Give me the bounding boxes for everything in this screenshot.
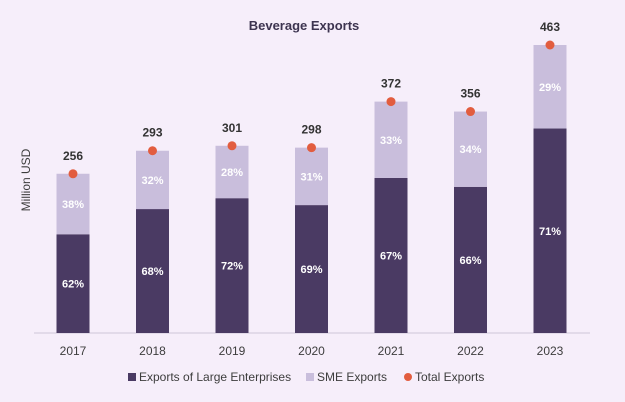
bar-sme-2019 [215,145,249,199]
total-label-2018: 293 [142,126,162,140]
bar-sme-2018 [136,150,169,210]
bar-large-2020 [295,205,328,333]
label-sme-2022: 34% [459,144,481,156]
total-marker-2020 [307,143,316,153]
y-axis-label: Million USD [19,148,33,211]
legend-total-label: Total Exports [415,370,484,384]
legend-sme-swatch [306,373,314,381]
bar-large-2022 [454,186,487,333]
total-label-2022: 356 [460,87,480,101]
bar-sme-2021 [374,101,408,178]
bar-large-2019 [215,198,249,333]
total-label-2019: 301 [222,121,242,135]
bar-sme-2020 [295,147,328,206]
bar-large-2018 [136,209,169,333]
x-tick-2021: 2021 [378,344,405,358]
legend-total-swatch [404,373,412,381]
x-tick-2017: 2017 [60,344,87,358]
x-tick-2019: 2019 [219,344,246,358]
bar-sme-2023 [533,45,567,129]
total-marker-2017 [68,169,78,179]
legend-large-swatch [128,373,136,381]
label-sme-2020: 31% [300,171,322,183]
label-sme-2023: 29% [539,82,561,94]
bar-sme-2022 [454,111,487,187]
total-label-2020: 298 [301,123,321,137]
total-label-2021: 372 [381,77,401,91]
total-label-2023: 463 [540,20,560,34]
total-label-2017: 256 [63,149,83,163]
label-sme-2017: 38% [62,199,84,211]
bar-sme-2017 [56,173,90,235]
total-marker-2018 [148,146,157,156]
label-sme-2021: 33% [380,135,402,147]
label-sme-2018: 32% [141,175,163,187]
label-sme-2019: 28% [221,167,243,179]
legend: Exports of Large Enterprises SME Exports T… [128,370,484,384]
x-tick-2023: 2023 [537,344,564,358]
bar-large-2021 [374,177,408,333]
total-marker-2022 [466,107,475,117]
total-marker-2019 [227,141,237,151]
legend-large-label: Exports of Large Enterprises [139,370,291,384]
label-large-2023: 71% [539,226,561,238]
chart-title: Beverage Exports [249,18,360,33]
total-marker-2023 [545,40,555,50]
label-large-2017: 62% [62,279,84,291]
bar-large-2017 [56,234,90,333]
bar-large-2023 [533,128,567,333]
x-tick-2020: 2020 [298,344,325,358]
x-tick-2018: 2018 [139,344,166,358]
x-tick-2022: 2022 [457,344,484,358]
label-large-2021: 67% [380,250,402,262]
total-marker-2021 [386,97,396,107]
legend-sme-label: SME Exports [317,370,387,384]
label-large-2020: 69% [300,264,322,276]
label-large-2019: 72% [221,261,243,273]
label-large-2018: 68% [141,266,163,278]
label-large-2022: 66% [459,255,481,267]
